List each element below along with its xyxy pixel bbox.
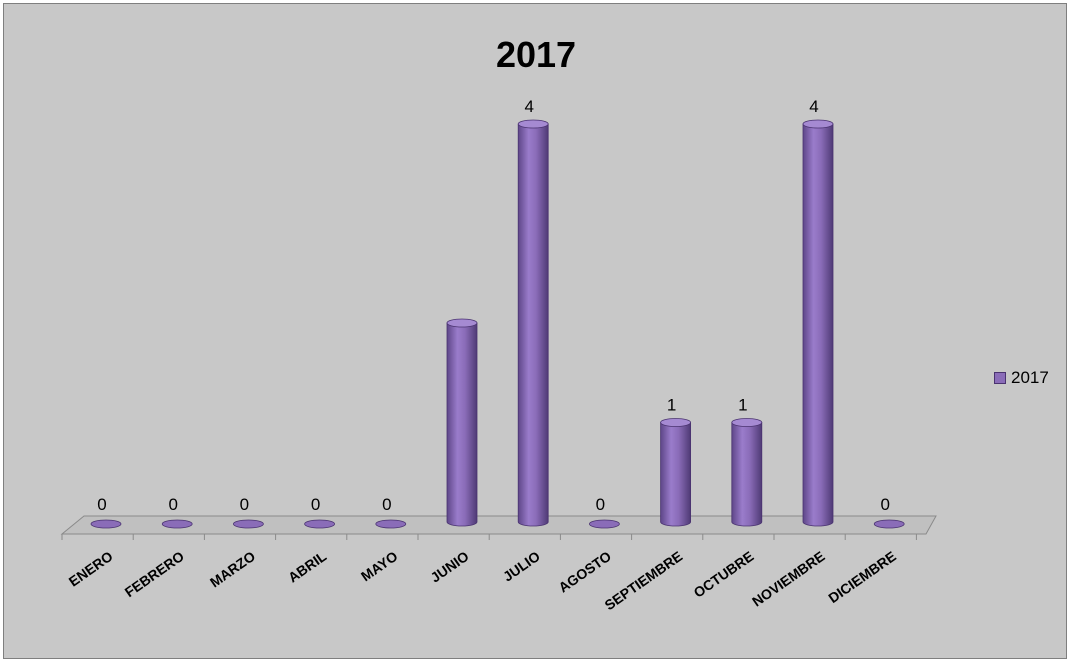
chart-plot: 0 0 0 0 0 4 0 1 1 4 0 ENERO FEBRERO MARZO ABRIL MAYO JU… [60, 97, 937, 613]
x-tick-label-julio: JULIO [500, 548, 543, 585]
data-label-septiembre: 1 [667, 396, 676, 415]
data-label-agosto: 0 [596, 495, 605, 514]
bar-mayo [375, 519, 407, 529]
x-tick-label-diciembre: DICIEMBRE [825, 548, 899, 606]
data-label-enero: 0 [97, 495, 106, 514]
bar-marzo [232, 519, 264, 529]
x-tick-label-febrero: FEBRERO [122, 548, 187, 600]
bar-junio [446, 318, 478, 527]
x-tick-label-agosto: AGOSTO [555, 548, 614, 596]
bar-enero [90, 519, 122, 529]
chart-title: 2017 [495, 34, 577, 75]
data-label-mayo: 0 [382, 495, 391, 514]
legend: 2017 [994, 368, 1049, 388]
x-tick-label-septiembre: SEPTIEMBRE [602, 548, 686, 613]
bar-noviembre [802, 119, 834, 527]
bar-febrero [161, 519, 193, 529]
data-label-diciembre: 0 [880, 495, 889, 514]
x-tick-label-enero: ENERO [66, 548, 116, 590]
data-label-abril: 0 [311, 495, 320, 514]
bar-octubre [731, 418, 763, 527]
data-label-octubre: 1 [738, 396, 747, 415]
bar-abril [304, 519, 336, 529]
data-label-noviembre: 4 [809, 97, 818, 116]
chart-area: 2017 0 0 0 0 0 4 0 1 1 4 0 ENERO FEBRERO MARZO ABRIL M… [3, 3, 1067, 659]
data-label-julio: 4 [524, 97, 533, 116]
x-tick-label-noviembre: NOVIEMBRE [749, 548, 828, 610]
data-label-marzo: 0 [240, 495, 249, 514]
x-tick-label-abril: ABRIL [285, 548, 330, 586]
bar-julio [517, 119, 549, 527]
x-tick-label-marzo: MARZO [207, 548, 258, 591]
bar-septiembre [660, 418, 691, 527]
chart-floor [60, 515, 937, 535]
x-tick-label-octubre: OCTUBRE [691, 548, 757, 601]
x-tick-label-junio: JUNIO [427, 548, 471, 586]
data-label-febrero: 0 [168, 495, 177, 514]
bar-diciembre [873, 519, 905, 529]
bar-agosto [589, 519, 620, 529]
legend-label-2017: 2017 [1011, 368, 1049, 387]
legend-swatch-2017 [994, 372, 1006, 384]
x-tick-label-mayo: MAYO [358, 548, 401, 585]
